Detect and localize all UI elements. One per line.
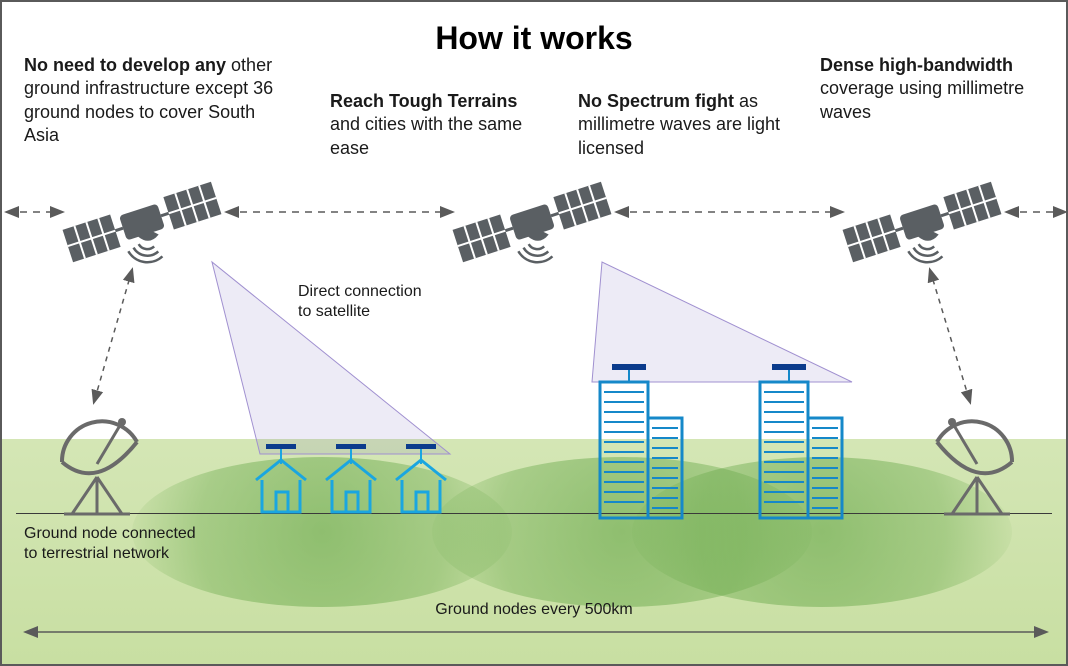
satellites-group	[63, 182, 1009, 285]
caption-bold: Dense high-bandwidth	[820, 55, 1013, 75]
caption-block: No Spectrum fight as millimetre waves ar…	[578, 90, 788, 160]
caption-bold: No Spectrum fight	[578, 91, 739, 111]
solar-panel-right	[553, 182, 611, 230]
caption-bold: No need to develop any	[24, 55, 231, 75]
page-title: How it works	[2, 20, 1066, 57]
uplink-downlink-arrow	[930, 270, 970, 402]
label-ground-node: Ground node connected to terrestrial net…	[24, 524, 196, 564]
solar-panel-left	[63, 214, 121, 262]
satellite-icon	[63, 182, 229, 285]
solar-panel-right	[163, 182, 221, 230]
caption-rest: and cities with the same ease	[330, 114, 522, 157]
caption-rest: coverage using millimetre waves	[820, 78, 1024, 121]
caption-bold: Reach Tough Terrains	[330, 91, 517, 111]
dashed-arrows-group	[7, 212, 1065, 402]
caption-block: Dense high-bandwidth coverage using mill…	[820, 54, 1050, 124]
signal-beam	[592, 262, 852, 382]
solar-panel-right	[943, 182, 1001, 230]
ground-baseline	[16, 513, 1052, 514]
label-ground-nodes-every-500km: Ground nodes every 500km	[2, 600, 1066, 620]
solar-panel-left	[453, 214, 511, 262]
infographic-frame: How it works No need to develop any othe…	[0, 0, 1068, 666]
uplink-downlink-arrow	[94, 270, 132, 402]
caption-block: Reach Tough Terrains and cities with the…	[330, 90, 550, 160]
coverage-ellipse	[632, 457, 1012, 607]
satellite-icon	[843, 182, 1009, 285]
label-direct-connection: Direct connection to satellite	[298, 282, 422, 322]
solar-panel-left	[843, 214, 901, 262]
caption-block: No need to develop any other ground infr…	[24, 54, 294, 148]
satellite-icon	[453, 182, 619, 285]
